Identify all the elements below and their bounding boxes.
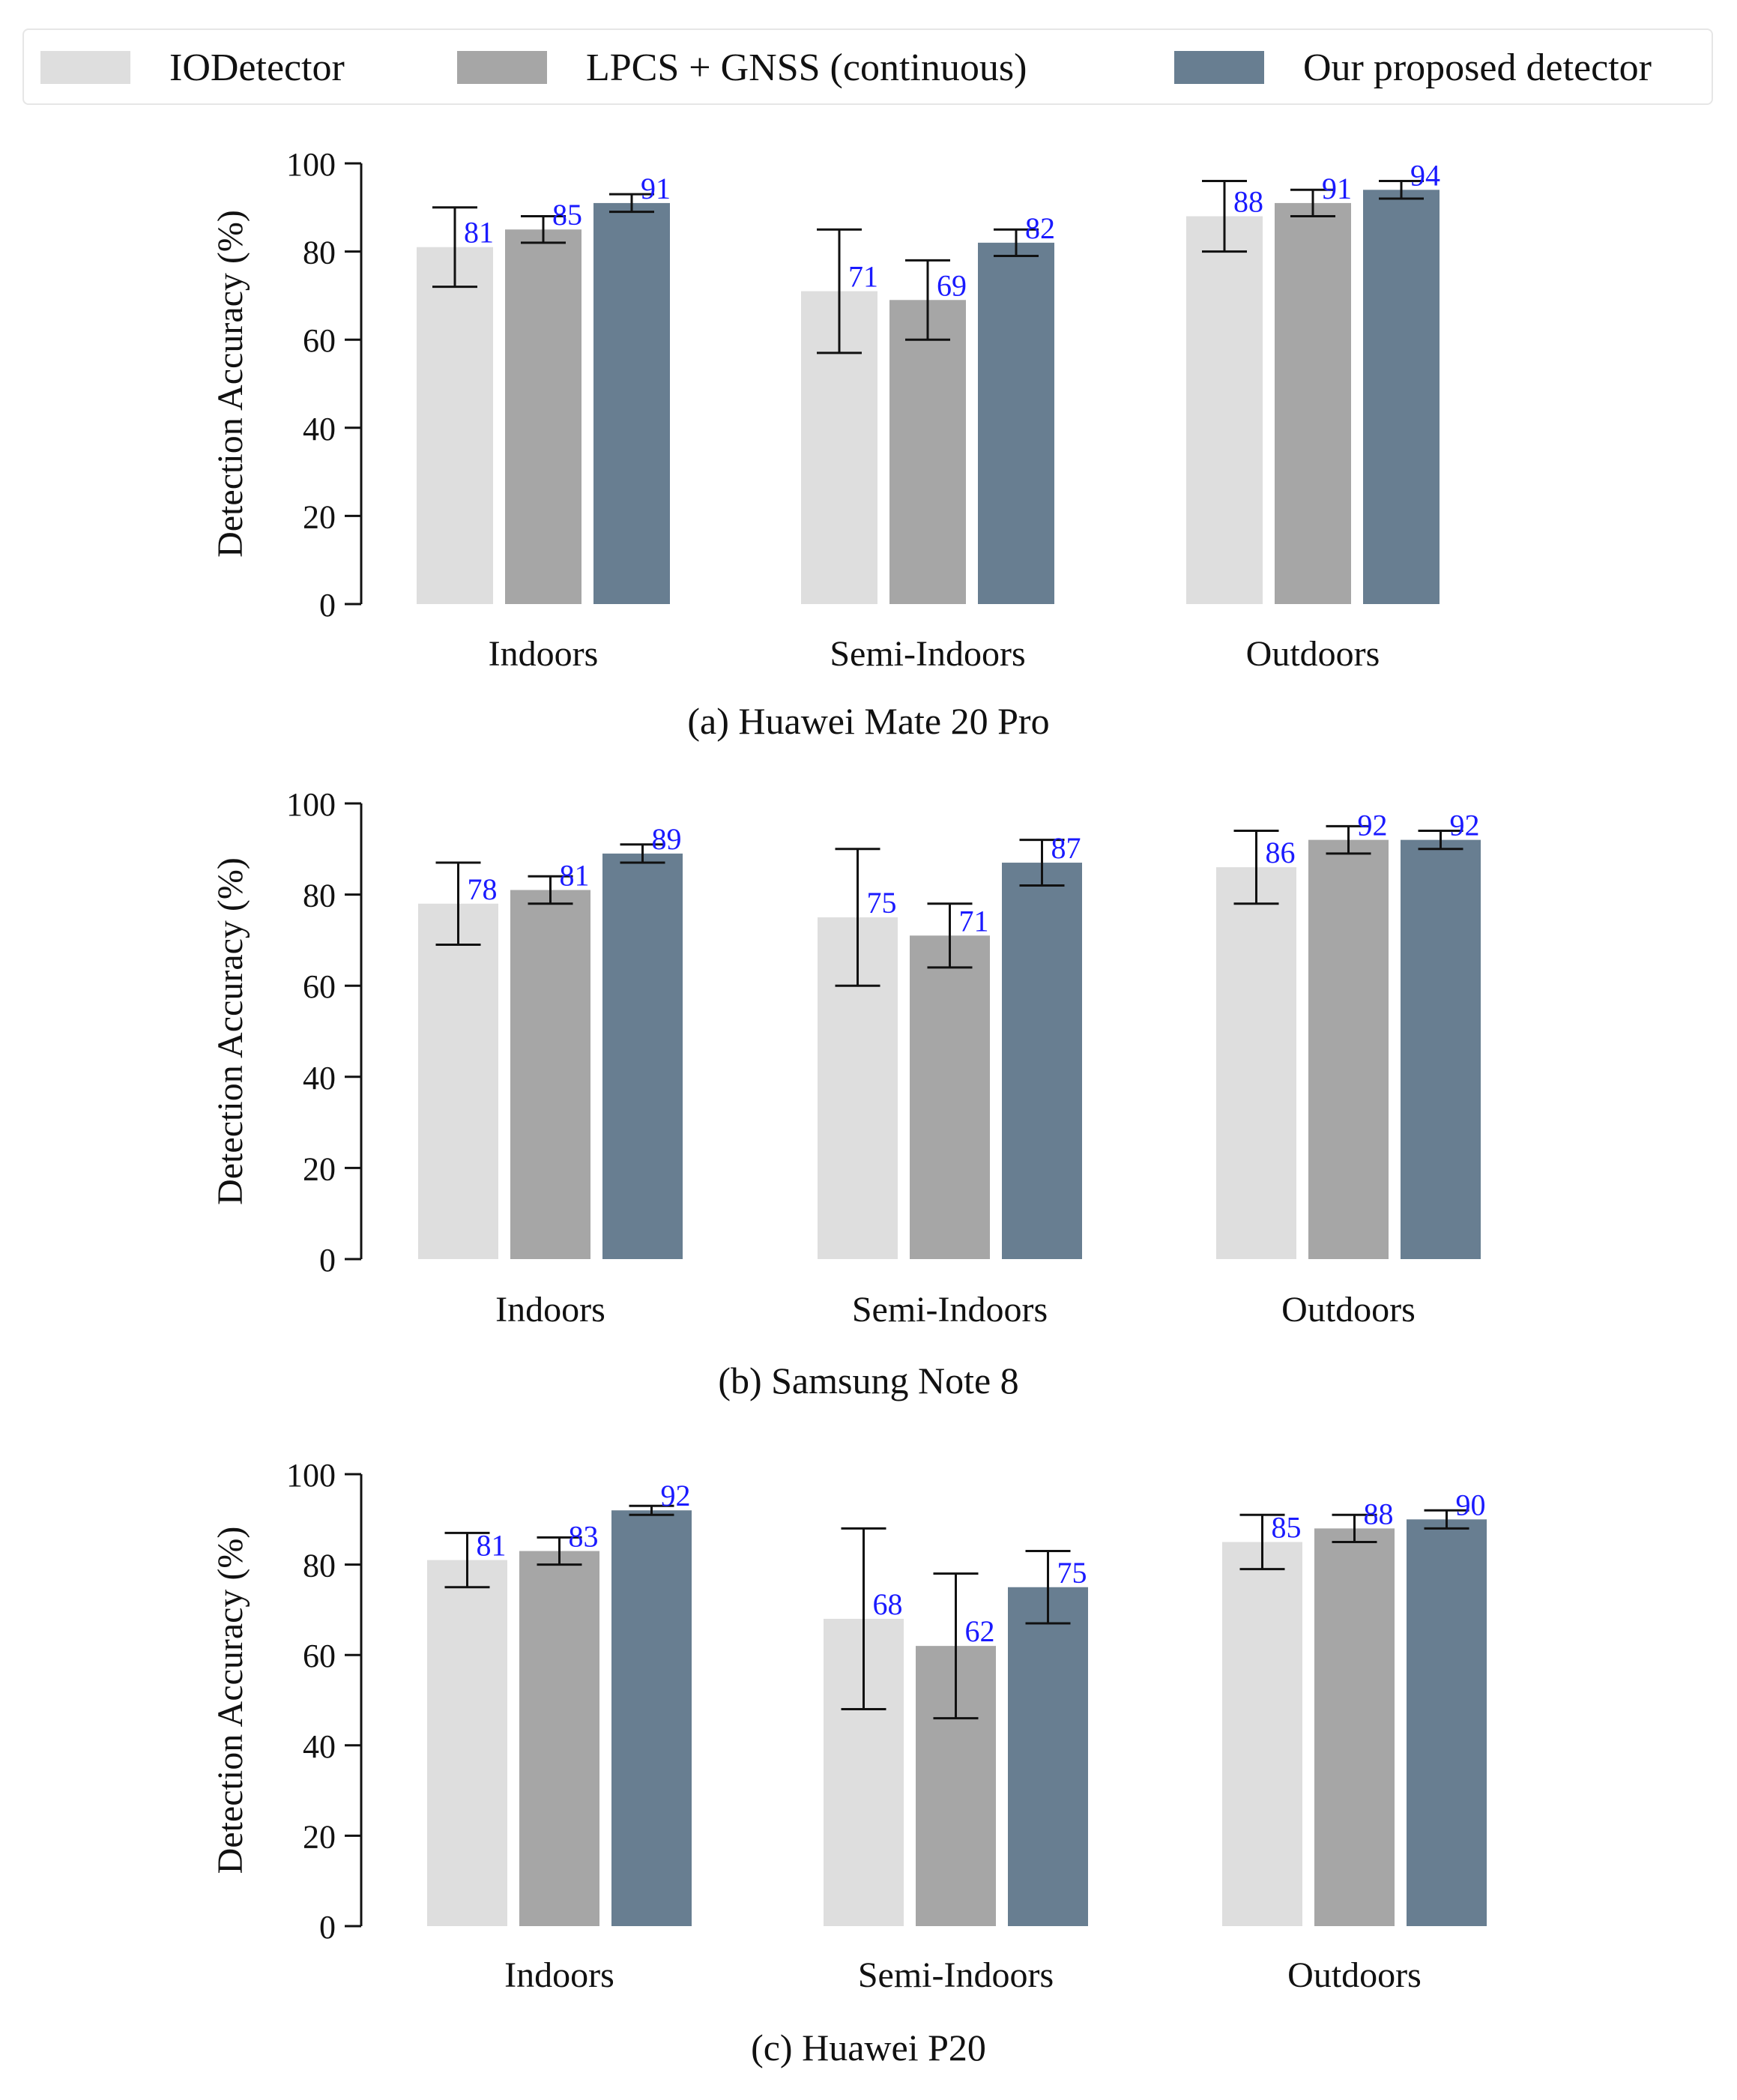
- value-label-b-lpcs-gnss-2: 92: [1358, 809, 1388, 842]
- value-label-c-proposed-1: 75: [1057, 1556, 1087, 1590]
- value-label-a-iodetector-1: 71: [848, 260, 878, 294]
- y-tick-label-c-60: 60: [303, 1638, 336, 1674]
- bar-a-proposed-1: [978, 242, 1054, 604]
- y-tick-label-a-40: 40: [303, 411, 336, 447]
- value-label-b-lpcs-gnss-1: 71: [959, 904, 989, 938]
- category-label-c-0: Indoors: [504, 1955, 614, 1995]
- chart-a-plot: 0 20 40 60 80 100 Detection Accuracy (%) 81 71 88…: [211, 146, 1440, 674]
- value-label-b-iodetector-2: 86: [1266, 836, 1296, 869]
- chart-c-caption: (c) Huawei P20: [751, 2027, 986, 2069]
- bar-a-lpcs-gnss-1: [889, 300, 966, 604]
- category-label-c-2: Outdoors: [1287, 1955, 1422, 1995]
- y-tick-label-b-80: 80: [303, 878, 336, 914]
- bar-a-lpcs-gnss-2: [1275, 202, 1351, 604]
- legend-label-iodetector: IODetector: [169, 46, 345, 89]
- bar-c-iodetector-2: [1222, 1542, 1302, 1926]
- value-label-c-lpcs-gnss-2: 88: [1364, 1497, 1394, 1530]
- y-tick-label-b-60: 60: [303, 968, 336, 1005]
- value-label-a-lpcs-gnss-0: 85: [552, 198, 582, 232]
- value-label-b-iodetector-0: 78: [468, 872, 498, 906]
- y-tick-label-c-0: 0: [319, 1909, 336, 1946]
- legend-swatch-lpcs-gnss: [457, 51, 547, 84]
- value-label-b-proposed-1: 87: [1051, 831, 1081, 865]
- bar-c-proposed-0: [611, 1510, 692, 1926]
- bar-b-proposed-2: [1401, 839, 1481, 1259]
- value-label-b-proposed-0: 89: [652, 822, 682, 856]
- value-label-a-iodetector-2: 88: [1233, 185, 1263, 219]
- bar-c-proposed-2: [1407, 1519, 1487, 1926]
- bar-a-iodetector-0: [417, 247, 493, 604]
- chart-b-caption: (b) Samsung Note 8: [718, 1360, 1019, 1401]
- category-label-b-0: Indoors: [495, 1290, 605, 1330]
- y-tick-label-c-40: 40: [303, 1728, 336, 1765]
- category-label-a-2: Outdoors: [1246, 634, 1380, 674]
- bar-b-lpcs-gnss-2: [1308, 839, 1389, 1259]
- chart-panel-b: 0 20 40 60 80 100 Detection Accuracy (%) 78 75 86…: [211, 786, 1481, 1401]
- y-tick-label-c-100: 100: [286, 1457, 336, 1494]
- y-tick-label-a-60: 60: [303, 322, 336, 359]
- category-label-a-0: Indoors: [489, 634, 599, 674]
- category-label-b-1: Semi-Indoors: [852, 1290, 1048, 1330]
- y-tick-label-a-20: 20: [303, 498, 336, 535]
- value-label-c-iodetector-1: 68: [873, 1587, 903, 1621]
- y-tick-label-b-0: 0: [319, 1242, 336, 1279]
- value-label-c-proposed-2: 90: [1456, 1488, 1486, 1521]
- y-tick-label-b-40: 40: [303, 1060, 336, 1096]
- legend-label-lpcs-gnss: LPCS + GNSS (continuous): [586, 46, 1027, 89]
- value-label-c-iodetector-2: 85: [1272, 1510, 1302, 1544]
- value-label-a-proposed-1: 82: [1025, 211, 1055, 245]
- y-tick-label-a-100: 100: [286, 146, 336, 183]
- chart-panel-a: 0 20 40 60 80 100 Detection Accuracy (%) 81 71 88…: [0, 0, 1737, 749]
- bar-b-lpcs-gnss-0: [510, 890, 590, 1259]
- chart-a-caption: (a) Huawei Mate 20 Pro: [687, 700, 1050, 742]
- bar-b-proposed-0: [602, 853, 683, 1259]
- y-tick-label-a-80: 80: [303, 235, 336, 271]
- bar-a-iodetector-2: [1186, 216, 1263, 604]
- bar-b-proposed-1: [1002, 863, 1082, 1259]
- legend-swatch-iodetector: [40, 51, 130, 84]
- y-tick-label-b-100: 100: [286, 786, 336, 823]
- value-label-a-iodetector-0: 81: [464, 216, 494, 250]
- y-axis-label-b: Detection Accuracy (%): [211, 857, 250, 1205]
- legend-item-iodetector: IODetector: [40, 30, 345, 105]
- bar-a-proposed-2: [1363, 190, 1440, 604]
- bar-a-lpcs-gnss-0: [505, 229, 581, 604]
- y-axis-label-a: Detection Accuracy (%): [211, 210, 250, 558]
- value-label-c-lpcs-gnss-1: 62: [965, 1614, 995, 1648]
- category-label-c-1: Semi-Indoors: [858, 1955, 1054, 1995]
- category-label-a-1: Semi-Indoors: [830, 634, 1025, 674]
- bar-b-iodetector-0: [418, 903, 498, 1259]
- y-axis-label-c: Detection Accuracy (%): [211, 1527, 250, 1874]
- legend-item-proposed: Our proposed detector: [1174, 30, 1652, 105]
- value-label-a-lpcs-gnss-2: 91: [1322, 172, 1352, 205]
- value-label-a-proposed-0: 91: [641, 172, 671, 205]
- value-label-b-proposed-2: 92: [1450, 809, 1480, 842]
- bar-a-proposed-0: [593, 202, 670, 604]
- value-label-a-proposed-2: 94: [1410, 158, 1440, 192]
- value-label-b-iodetector-1: 75: [867, 886, 897, 920]
- bar-c-iodetector-0: [427, 1560, 507, 1926]
- value-label-c-iodetector-0: 81: [477, 1529, 507, 1563]
- legend-label-proposed: Our proposed detector: [1303, 46, 1652, 89]
- value-label-c-proposed-0: 92: [661, 1479, 691, 1512]
- legend-item-lpcs-gnss: LPCS + GNSS (continuous): [457, 30, 1027, 105]
- value-label-b-lpcs-gnss-0: 81: [560, 859, 590, 893]
- chart-b-plot: 0 20 40 60 80 100 Detection Accuracy (%) 78 75 86…: [211, 786, 1481, 1330]
- bar-b-lpcs-gnss-1: [910, 935, 990, 1259]
- bar-c-lpcs-gnss-0: [519, 1551, 599, 1926]
- value-label-c-lpcs-gnss-0: 83: [569, 1520, 599, 1554]
- legend: IODetector LPCS + GNSS (continuous) Our …: [22, 28, 1713, 105]
- legend-swatch-proposed: [1174, 51, 1264, 84]
- bar-c-proposed-1: [1008, 1587, 1088, 1926]
- y-tick-label-c-80: 80: [303, 1548, 336, 1584]
- bar-b-iodetector-2: [1216, 867, 1296, 1259]
- value-label-a-lpcs-gnss-1: 69: [937, 268, 967, 302]
- category-label-b-2: Outdoors: [1281, 1290, 1416, 1330]
- y-tick-label-a-0: 0: [319, 587, 336, 624]
- y-tick-label-b-20: 20: [303, 1150, 336, 1187]
- y-tick-label-c-20: 20: [303, 1818, 336, 1855]
- bar-c-lpcs-gnss-2: [1314, 1528, 1395, 1926]
